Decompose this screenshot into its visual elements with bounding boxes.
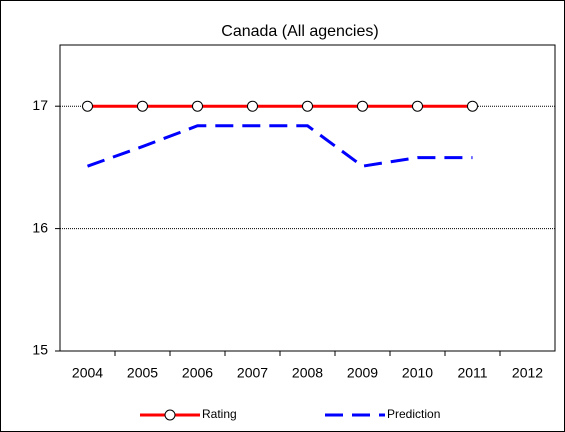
y-tick-label: 16 xyxy=(32,219,48,235)
plot-area xyxy=(59,44,556,352)
x-tick-label: 2010 xyxy=(402,365,433,381)
x-tick-label: 2012 xyxy=(512,365,543,381)
point xyxy=(412,100,423,112)
legend-label: Prediction xyxy=(387,407,440,421)
series-line xyxy=(86,124,473,168)
point xyxy=(467,100,478,112)
legend-marker xyxy=(164,409,176,421)
y-tick-label: 15 xyxy=(32,342,48,358)
x-tick-label: 2011 xyxy=(457,365,487,381)
point xyxy=(357,100,368,112)
x-tick-label: 2004 xyxy=(72,365,103,381)
legend-label: Rating xyxy=(202,407,237,421)
x-tick-label: 2006 xyxy=(182,365,213,381)
x-tick-label: 2005 xyxy=(127,365,158,381)
y-tick-label: 17 xyxy=(32,97,48,113)
point xyxy=(82,100,93,112)
point xyxy=(137,100,148,112)
x-tick-label: 2008 xyxy=(292,365,323,381)
point xyxy=(192,100,203,112)
x-tick-label: 2007 xyxy=(237,365,268,381)
point xyxy=(247,100,258,112)
point xyxy=(302,100,313,112)
chart-title: Canada (All agencies) xyxy=(221,23,378,40)
x-tick-label: 2009 xyxy=(347,365,378,381)
